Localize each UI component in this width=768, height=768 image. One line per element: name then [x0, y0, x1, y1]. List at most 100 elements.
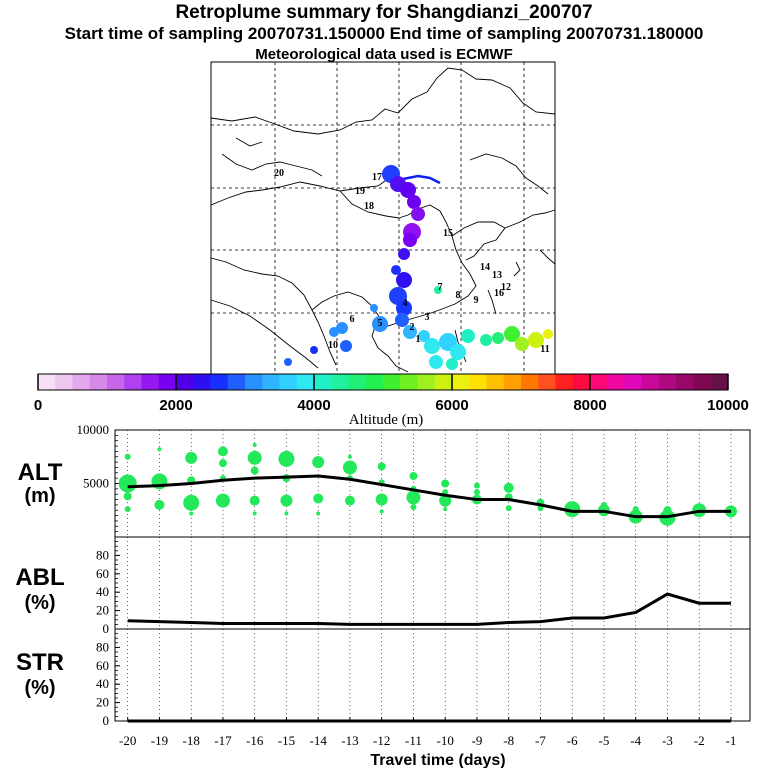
colorbar-cell: [107, 374, 125, 390]
y-tick-label: 60: [96, 658, 109, 673]
alt-cluster-point: [564, 501, 581, 518]
colorbar-cell: [210, 374, 229, 390]
y-tick-label: 0: [103, 713, 110, 728]
colorbar-cell: [607, 374, 625, 390]
map-day-label: 12: [501, 282, 511, 293]
colorbar-cell: [624, 374, 643, 390]
plume-circle: [398, 248, 410, 260]
colorbar-cell: [710, 374, 729, 390]
alt-cluster-point: [503, 482, 514, 493]
map-day-label: 5: [378, 318, 383, 329]
alt-cluster-point: [441, 479, 450, 488]
colorbar-label: Altitude (m): [349, 412, 424, 428]
colorbar-cell: [659, 374, 677, 390]
plume-circle: [391, 265, 401, 275]
colorbar-cell: [55, 374, 73, 390]
alt-cluster-point: [410, 504, 417, 511]
alt-cluster-point: [118, 474, 137, 493]
colorbar-cell: [245, 374, 263, 390]
colorbar-cell: [158, 374, 177, 390]
map-day-label: 11: [540, 344, 549, 355]
plume-circle: [528, 332, 544, 348]
plume-circle: [411, 207, 425, 221]
map-day-label: 18: [364, 201, 374, 212]
map-day-label: 16: [494, 288, 504, 299]
plume-circle: [336, 322, 348, 334]
y-tick-label: 20: [96, 603, 109, 618]
plume-circle: [407, 195, 421, 209]
alt-cluster-point: [280, 494, 293, 507]
x-tick-label: -20: [119, 733, 136, 748]
plume-circle: [450, 344, 466, 360]
plume-circle: [418, 330, 430, 342]
str-unit: (%): [24, 677, 55, 699]
abl-label: ABL: [15, 564, 64, 591]
colorbar-tick-label: 10000: [707, 397, 749, 414]
map-day-label: 4: [403, 298, 408, 309]
map-day-label: 2: [410, 322, 415, 333]
colorbar-cell: [72, 374, 91, 390]
map-coastlines: [210, 67, 556, 373]
x-tick-label: -9: [472, 733, 483, 748]
plume-circle: [372, 316, 388, 332]
panel-alt: 10000 5000: [77, 422, 751, 538]
colorbar-cell: [400, 374, 418, 390]
alt-cluster-point: [342, 460, 357, 475]
abl-unit: (%): [24, 592, 55, 614]
panel-frame: [114, 536, 751, 630]
y-tick-label: 20: [96, 695, 109, 710]
map-day-label: 19: [355, 186, 365, 197]
plume-circle: [492, 332, 504, 344]
x-axis-title: Travel time (days): [370, 752, 505, 768]
alt-cluster-point: [316, 511, 321, 516]
x-tick-label: -7: [535, 733, 546, 748]
alt-cluster-point: [217, 446, 228, 457]
map-plume-circles: [284, 165, 553, 370]
colorbar-cell: [193, 374, 211, 390]
met-data-label: Meteorological data used is ECMWF: [255, 46, 513, 63]
colorbar-cell: [124, 374, 142, 390]
alt-cluster-point: [157, 447, 162, 452]
map-day-label: 20: [274, 168, 284, 179]
x-tick-label: -19: [151, 733, 168, 748]
plume-circle: [424, 338, 440, 354]
alt-cluster-point: [185, 451, 198, 464]
alt-unit: (m): [24, 485, 55, 507]
alt-cluster-point: [443, 507, 448, 512]
plume-circle: [461, 329, 475, 343]
alt-cluster-point: [247, 450, 262, 465]
alt-cluster-point: [123, 492, 132, 501]
alt-label: ALT: [18, 459, 63, 486]
y-tick-label: 60: [96, 566, 109, 581]
colorbar-cell: [279, 374, 298, 390]
plume-circle: [396, 272, 412, 288]
x-tick-label: -18: [183, 733, 200, 748]
plume-circle: [429, 355, 443, 369]
alt-cluster-point: [663, 506, 672, 515]
panel-frame: [114, 628, 751, 722]
colorbar-cell: [469, 374, 487, 390]
x-tick-label: -11: [405, 733, 422, 748]
alt-cluster-point: [600, 501, 607, 508]
map-day-label: 10: [328, 340, 338, 351]
colorbar-cell: [555, 374, 574, 390]
colorbar-cell: [314, 374, 332, 390]
str-label: STR: [16, 649, 64, 676]
alt-cluster-point: [377, 462, 386, 471]
alt-cluster-point: [218, 459, 227, 468]
alt-cluster-point: [409, 472, 418, 481]
alt-cluster-point: [632, 506, 639, 513]
map-day-label: 15: [443, 228, 453, 239]
alt-cluster-point: [278, 450, 295, 467]
alt-cluster-point: [252, 442, 257, 447]
y-tick-label: 10000: [77, 422, 110, 437]
y-tick-label: 5000: [83, 476, 109, 491]
altitude-colorbar: 0 2000 4000 6000 8000 10000 Altitude (m): [34, 373, 749, 428]
colorbar-cell: [521, 374, 539, 390]
alt-cluster-point: [439, 494, 452, 507]
plume-circle: [400, 182, 416, 198]
map-day-label: 13: [492, 270, 502, 281]
alt-cluster-point: [312, 456, 325, 469]
alt-cluster-point: [252, 511, 257, 516]
